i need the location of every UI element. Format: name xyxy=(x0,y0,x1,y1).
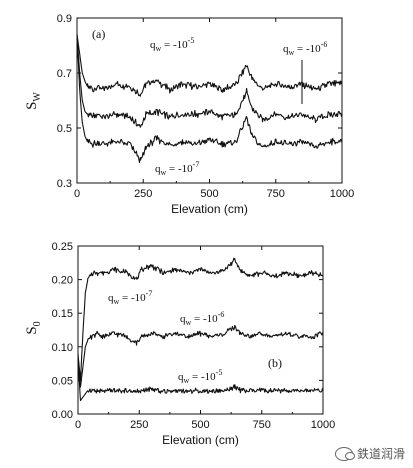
series-label: qw = -10-5 xyxy=(178,368,222,385)
series-label: qw = -10-6 xyxy=(283,40,327,57)
x-tick-label: 1000 xyxy=(330,188,354,200)
x-tick-label: 500 xyxy=(191,419,209,431)
series-label-exp: -7 xyxy=(193,160,200,169)
y-tick-label: 0.10 xyxy=(52,342,73,354)
y-tick-label: 0.20 xyxy=(52,275,73,287)
y-tick-label: 0.3 xyxy=(57,178,72,190)
series-label-eq: = -10 xyxy=(294,43,321,55)
y-axis-title: SW xyxy=(24,92,43,110)
y-tick-label: 0.00 xyxy=(52,409,73,421)
series-line xyxy=(76,34,343,128)
x-tick-label: 750 xyxy=(267,188,285,200)
series-label-eq: = -10 xyxy=(191,313,218,325)
x-axis-title: Elevation (cm) xyxy=(171,202,248,216)
series-label-exp: -5 xyxy=(188,36,195,45)
chart-panel-b: 0 250 500 750 1000 0.00 0.05 0.10 0.15 0.20 0.25 El… xyxy=(24,241,335,447)
y-axis-subscript: W xyxy=(32,92,43,102)
series-label-eq: = -10 xyxy=(166,163,193,175)
series-label-exp: -7 xyxy=(146,289,153,298)
series-label-eq: = -10 xyxy=(119,292,146,304)
series-label-base: q xyxy=(150,39,156,51)
x-tick-label: 0 xyxy=(75,419,81,431)
x-tick-label: 500 xyxy=(200,188,218,200)
series-label-base: q xyxy=(178,371,184,383)
series-label: qw = -10-7 xyxy=(155,160,199,177)
watermark-text: 鉄道润滑 xyxy=(356,447,405,461)
series-line xyxy=(76,34,343,97)
panel-label: (a) xyxy=(92,27,105,41)
series-label-sub: w xyxy=(114,297,120,306)
x-tick-label: 250 xyxy=(134,188,152,200)
chart-panel-a: 0 250 500 750 1000 0.3 0.5 0.7 0.9 Elevation (cm)… xyxy=(24,13,354,216)
series-line xyxy=(77,257,324,381)
y-tick-label: 0.5 xyxy=(57,123,72,135)
series-label-eq: = -10 xyxy=(161,39,188,51)
y-tick-label: 0.05 xyxy=(52,375,73,387)
watermark: 鉄道润滑 xyxy=(334,445,405,462)
y-tick-label: 0.7 xyxy=(57,68,72,80)
y-axis-title: S0 xyxy=(24,321,43,334)
series-label: qw = -10-6 xyxy=(180,310,224,327)
series-label-sub: w xyxy=(184,376,190,385)
wechat-icon xyxy=(334,446,355,461)
series-label-base: q xyxy=(180,313,186,325)
series-label-base: q xyxy=(108,292,114,304)
series-label-exp: -5 xyxy=(216,368,223,377)
x-tick-label: 750 xyxy=(253,419,271,431)
series-label-sub: w xyxy=(289,48,295,57)
series-line xyxy=(77,324,324,388)
series-label-base: q xyxy=(155,163,161,175)
series-label-exp: -6 xyxy=(321,40,328,49)
series-label-sub: w xyxy=(161,168,167,177)
series-label-sub: w xyxy=(186,318,192,327)
series-line xyxy=(76,34,343,164)
series-label: qw = -10-7 xyxy=(108,289,152,306)
x-tick-label: 0 xyxy=(74,188,80,200)
series-line xyxy=(77,360,324,402)
series-label-eq: = -10 xyxy=(189,371,216,383)
x-tick-label: 1000 xyxy=(311,419,335,431)
y-axis-subscript: 0 xyxy=(32,321,43,326)
y-tick-label: 0.9 xyxy=(57,13,72,25)
series-label-exp: -6 xyxy=(218,310,225,319)
panel-label: (b) xyxy=(268,356,282,370)
series-label-base: q xyxy=(283,43,289,55)
series-label: qw = -10-5 xyxy=(150,36,194,53)
y-tick-label: 0.25 xyxy=(52,241,73,253)
y-tick-label: 0.15 xyxy=(52,308,73,320)
x-tick-label: 250 xyxy=(130,419,148,431)
x-axis-title: Elevation (cm) xyxy=(162,433,239,447)
series-label-sub: w xyxy=(156,44,162,53)
